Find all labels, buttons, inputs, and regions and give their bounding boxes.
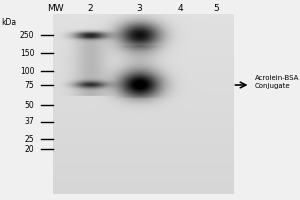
Text: 75: 75 — [25, 80, 34, 90]
Text: 20: 20 — [25, 144, 34, 154]
FancyBboxPatch shape — [234, 0, 300, 200]
Text: 5: 5 — [213, 4, 219, 13]
Text: 250: 250 — [20, 30, 34, 40]
Text: 2: 2 — [87, 4, 93, 13]
Text: MW: MW — [47, 4, 64, 13]
Text: kDa: kDa — [2, 18, 16, 27]
Text: 37: 37 — [25, 117, 34, 127]
Text: 3: 3 — [136, 4, 142, 13]
Text: 100: 100 — [20, 66, 34, 75]
Text: 4: 4 — [177, 4, 183, 13]
Text: 25: 25 — [25, 134, 34, 144]
Text: 50: 50 — [25, 100, 34, 110]
Text: 150: 150 — [20, 48, 34, 58]
Text: Acrolein-BSA
Conjugate: Acrolein-BSA Conjugate — [255, 75, 299, 89]
